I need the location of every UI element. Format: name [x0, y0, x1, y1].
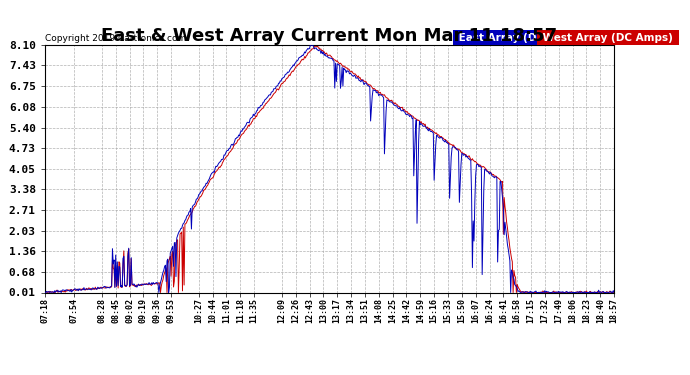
Text: East Array (DC Amps): East Array (DC Amps) [455, 33, 588, 42]
Title: East & West Array Current Mon Mar 11 18:57: East & West Array Current Mon Mar 11 18:… [101, 27, 558, 45]
Text: Copyright 2019 Cartronics.com: Copyright 2019 Cartronics.com [45, 33, 186, 42]
Text: West Array (DC Amps): West Array (DC Amps) [539, 33, 676, 42]
